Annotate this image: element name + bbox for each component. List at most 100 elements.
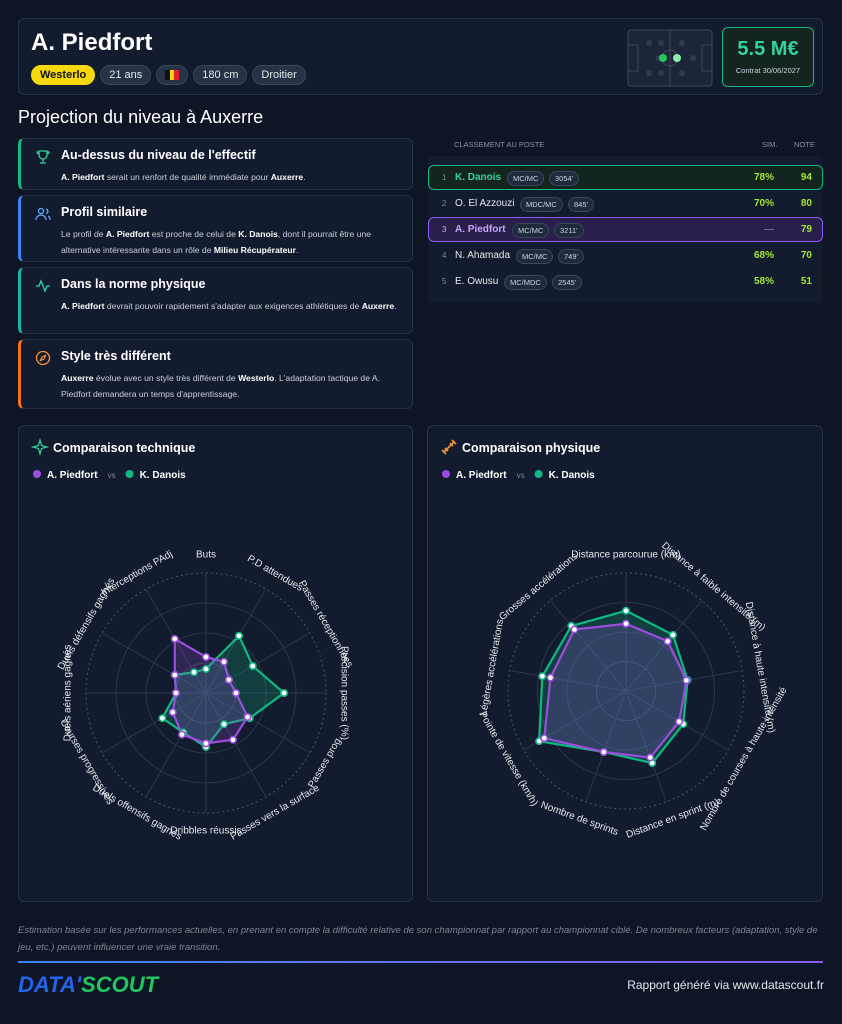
flag-tag <box>156 65 189 85</box>
radar-point <box>190 668 199 677</box>
technical-panel: Comparaison technique A. Piedfort vs K. Dan… <box>18 425 413 902</box>
similarity: — <box>764 224 774 235</box>
radar-axis-label: Nombre de courses à haute intensité <box>698 685 789 832</box>
logo: DATA'SCOUT <box>18 972 158 998</box>
insight-card: Profil similaire Le profil de A. Piedfort… <box>18 195 413 262</box>
footer-note: Estimation basée sur les performances ac… <box>18 925 818 953</box>
card-text: A. Piedfort serait un renfort de qualité… <box>61 169 400 185</box>
legend-dot <box>33 470 41 478</box>
rank: 2 <box>442 199 447 208</box>
note-header: NOTE <box>794 140 815 149</box>
flag <box>165 70 180 80</box>
radar-spoke <box>549 600 627 692</box>
minutes-pill: 749' <box>558 249 584 264</box>
note: 70 <box>800 250 812 261</box>
legend-label: K. Danois <box>140 470 187 481</box>
radar-axis-label: Passes vers la surface <box>229 783 322 843</box>
rank: 1 <box>442 173 447 182</box>
card-title: Style très différent <box>61 349 171 363</box>
rank: 4 <box>442 251 447 260</box>
card-text-part: A. Piedfort <box>61 172 105 182</box>
card-title: Dans la norme physique <box>61 277 206 291</box>
insight-card: Dans la norme physique A. Piedfort devrai… <box>18 267 413 334</box>
note: 79 <box>800 224 812 235</box>
radar-point <box>646 753 655 762</box>
radar-point <box>248 662 257 671</box>
card-text-part: Westerlo <box>238 373 275 383</box>
similarity: 78% <box>753 172 774 183</box>
radar-spoke <box>509 670 627 692</box>
rank: 5 <box>442 277 447 286</box>
radar-point <box>172 688 181 697</box>
footer-rule <box>18 961 823 963</box>
ranking-row: 2 O. El Azzouzi MDC/MC 845' 70% 80 <box>428 191 823 216</box>
radar-title: Comparaison technique <box>53 441 195 455</box>
title-icon <box>30 437 50 457</box>
ranking-row: 4 N. Ahamada MC/MC 749' 68% 70 <box>428 243 823 268</box>
radar-area <box>543 622 688 759</box>
radar-point <box>538 672 547 681</box>
card-text-part: . <box>296 245 299 255</box>
card-text-part: Milieu Récupérateur <box>213 245 297 255</box>
contract: Contrat 30/06/2027 <box>735 66 801 75</box>
player-name: O. El Azzouzi <box>455 198 515 209</box>
radar-point <box>170 671 179 680</box>
title-icon <box>441 439 457 455</box>
radar-point <box>570 625 579 634</box>
minutes-pill: 2545' <box>552 275 583 290</box>
radar-axis-label: Précision passes (%) <box>338 646 349 740</box>
radar-point <box>669 630 678 639</box>
legend-label: K. Danois <box>549 470 596 481</box>
radar-axis-label: Nombre de sprints <box>539 800 620 838</box>
card-text-part: . L'adaptation tactique de A. Piedfort d… <box>61 373 381 399</box>
radar-point <box>170 634 179 643</box>
value-box: 5.5 M€ Contrat 30/06/2027 <box>722 27 814 87</box>
legend-dot <box>442 470 450 478</box>
ranking-row: 3 A. Piedfort MC/MC 3211' — 79 <box>428 217 823 242</box>
player-tags: Westerlo 21 ans 180 cm Droitier <box>31 65 311 85</box>
radar-point <box>220 720 229 729</box>
card-text-part: devrait pouvoir rapidement s'adapter aux… <box>104 301 362 311</box>
radar-axis-label: Passes prog. <box>306 734 345 790</box>
card-text-part: Le profil de <box>61 229 106 239</box>
radar-point <box>232 688 241 697</box>
radar-point <box>540 734 549 743</box>
note: 80 <box>800 198 812 209</box>
height-tag: 180 cm <box>193 65 248 85</box>
radar-point <box>202 665 211 674</box>
radar-axis-label: P.D attendues <box>245 553 304 594</box>
radar-spoke <box>205 588 267 694</box>
radar-spoke <box>625 600 703 692</box>
card-text-part: K. Danois <box>238 229 278 239</box>
club-tag: Westerlo <box>31 65 96 85</box>
radar-axis-label: Grosses accélérations <box>497 551 580 623</box>
card-title: Profil similaire <box>61 205 148 219</box>
section-title: Projection du niveau à Auxerre <box>18 107 264 127</box>
card-text-part: A. Piedfort <box>105 229 150 239</box>
player-name: A. Piedfort <box>31 29 153 56</box>
similarity: 68% <box>753 250 774 261</box>
radar-axis-label: Légères accélérations <box>478 618 506 716</box>
radar-axis-label: Interceptions PAdj <box>99 549 174 599</box>
card-icon <box>36 150 50 164</box>
radar-spoke <box>101 692 207 754</box>
card-text: Le profil de A. Piedfort est proche de c… <box>61 226 400 258</box>
radar-axis-label: Dribbles réussis <box>170 826 241 837</box>
card-text: Auxerre évolue avec un style très différ… <box>61 370 400 402</box>
legend-dot <box>534 470 543 478</box>
radar-title: Comparaison physique <box>462 441 600 455</box>
radar-point <box>224 675 233 684</box>
radar-point <box>622 619 631 628</box>
player-header: A. Piedfort Westerlo 21 ans 180 cm Droitier… <box>18 18 823 95</box>
card-icon <box>35 207 51 221</box>
radar-point <box>229 735 238 744</box>
physical-panel: Comparaison physique A. Piedfort vs K. Dano… <box>427 425 823 902</box>
radar-point <box>622 606 631 615</box>
card-text-part: A. Piedfort <box>61 301 105 311</box>
radar-spoke <box>145 692 207 798</box>
radar-spoke <box>205 632 311 694</box>
radar-spoke <box>205 692 311 754</box>
ranking-row: 5 E. Owusu MC/MDC 2545' 58% 51 <box>428 269 823 294</box>
